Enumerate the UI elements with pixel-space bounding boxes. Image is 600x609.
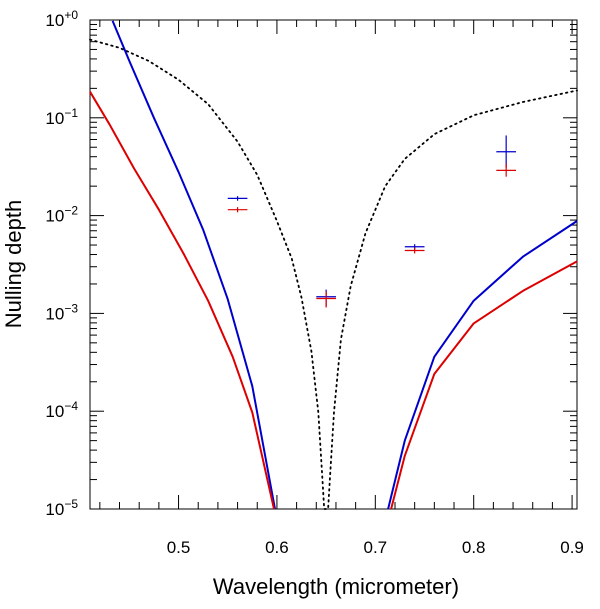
- y-axis-label: Nulling depth: [1, 200, 26, 328]
- y-tick-label: 10−3: [45, 301, 78, 323]
- blue-model-curve: [111, 20, 578, 510]
- data-error-points: [227, 135, 517, 308]
- y-tick-labels: 10+010−110−210−310−410−5: [45, 8, 78, 519]
- x-tick-label: 0.6: [265, 538, 289, 557]
- y-tick-exponent: +0: [64, 8, 78, 22]
- plot-frame: [89, 19, 578, 510]
- y-tick-base: 10: [45, 304, 64, 323]
- y-tick-exponent: −2: [64, 204, 78, 218]
- y-tick-base: 10: [45, 11, 64, 30]
- x-tick-label: 0.8: [462, 538, 486, 557]
- y-tick-label: 10+0: [45, 8, 78, 30]
- y-tick-exponent: −5: [64, 497, 78, 511]
- x-tick-label: 0.5: [167, 538, 191, 557]
- y-tick-label: 10−1: [45, 106, 78, 128]
- y-tick-base: 10: [45, 402, 64, 421]
- y-tick-exponent: −1: [64, 106, 78, 120]
- x-tick-label: 0.7: [363, 538, 387, 557]
- y-tick-exponent: −4: [64, 399, 78, 413]
- x-axis-label: Wavelength (micrometer): [213, 574, 459, 599]
- data-lines: [89, 20, 578, 510]
- x-tick-labels: 0.5 0.6 0.7 0.8 0.9: [167, 538, 584, 557]
- y-tick-label: 10−4: [45, 399, 78, 421]
- y-tick-label: 10−5: [45, 497, 78, 519]
- y-tick-base: 10: [45, 207, 64, 226]
- x-tick-label: 0.9: [560, 538, 584, 557]
- y-tick-base: 10: [45, 109, 64, 128]
- dotted-model-curve: [89, 38, 578, 510]
- y-tick-base: 10: [45, 500, 64, 519]
- y-tick-exponent: −3: [64, 301, 78, 315]
- axis-ticks: [90, 19, 577, 510]
- red-model-curve: [89, 91, 578, 510]
- y-tick-label: 10−2: [45, 204, 78, 226]
